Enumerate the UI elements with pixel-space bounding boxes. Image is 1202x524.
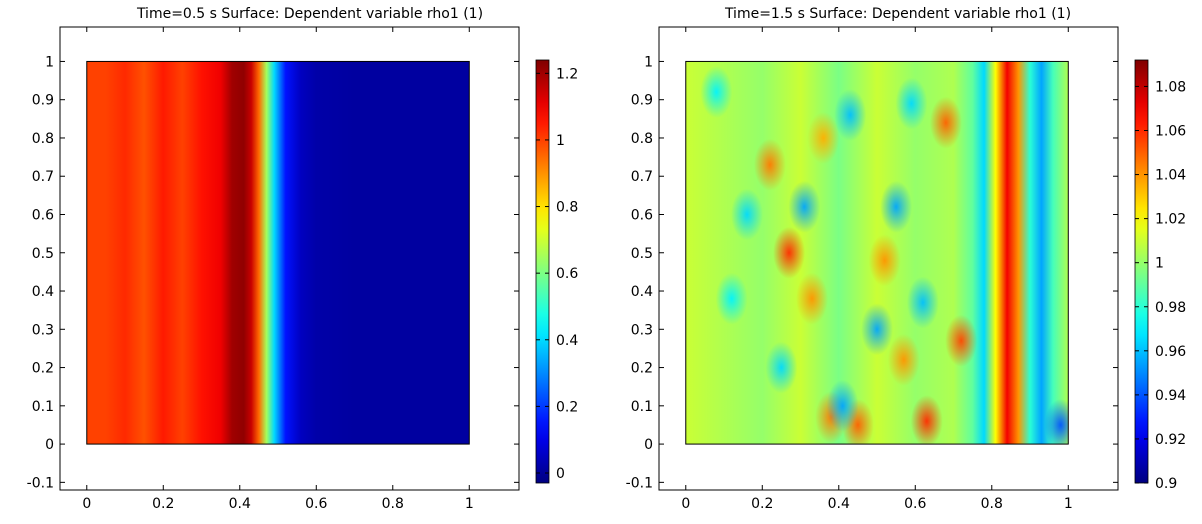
y-tick-label: 0.4 xyxy=(631,284,653,300)
surface-spot xyxy=(906,276,939,329)
colorbar-tick-label: 1.2 xyxy=(556,66,578,82)
colorbar-tick-label: 0.94 xyxy=(1155,388,1186,404)
x-tick-label: 0.6 xyxy=(904,496,926,512)
surface-spot xyxy=(773,226,806,279)
x-tick-label: 1 xyxy=(1064,496,1073,512)
surface-spot xyxy=(730,188,763,241)
surface-spot xyxy=(765,341,798,394)
x-tick-label: 0.8 xyxy=(382,496,404,512)
surface-spot xyxy=(887,333,920,386)
surface-spot xyxy=(807,111,840,164)
y-tick-label: 0 xyxy=(644,437,653,453)
colorbar-tick-label: 0.2 xyxy=(556,399,578,415)
surface-spot xyxy=(700,66,733,119)
colorbar-tick-label: 0 xyxy=(556,466,565,482)
surface-spot xyxy=(910,395,943,445)
surface-spot xyxy=(826,379,859,432)
colorbar-tick-label: 0.4 xyxy=(556,333,578,349)
x-tick-label: 0.2 xyxy=(751,496,773,512)
y-tick-label: 0.2 xyxy=(631,361,653,377)
y-tick-label: 0.9 xyxy=(631,93,653,109)
surface-spot xyxy=(861,303,894,356)
colorbar-tick-label: 1.08 xyxy=(1155,79,1186,95)
surface-spot xyxy=(834,89,867,142)
surface-base xyxy=(86,61,470,445)
surface-spot xyxy=(929,96,962,149)
y-tick-label: 0.3 xyxy=(631,322,653,338)
y-tick-label: 0.9 xyxy=(32,93,54,109)
y-tick-label: -0.1 xyxy=(27,475,54,491)
domain-border xyxy=(685,60,1069,445)
x-tick-label: 0 xyxy=(82,496,91,512)
y-tick-label: 0.1 xyxy=(32,399,54,415)
surface-spot xyxy=(868,234,901,287)
x-tick-label: 0.4 xyxy=(828,496,850,512)
surface-field xyxy=(86,61,470,445)
x-tick-label: 0.2 xyxy=(152,496,174,512)
x-tick-label: 0.8 xyxy=(981,496,1003,512)
y-tick-label: 0.6 xyxy=(631,207,653,223)
colorbar-tick-label: 0.6 xyxy=(556,266,578,282)
colorbar-tick-label: 0.92 xyxy=(1155,432,1186,448)
colorbar-tick-label: 1 xyxy=(556,133,565,149)
x-tick-label: 0 xyxy=(681,496,690,512)
y-tick-label: 0.6 xyxy=(32,207,54,223)
y-tick-label: 0 xyxy=(45,437,54,453)
y-tick-label: 0.4 xyxy=(32,284,54,300)
x-tick-label: 0.6 xyxy=(305,496,327,512)
y-tick-label: 0.7 xyxy=(32,169,54,185)
surface-spot xyxy=(796,272,828,325)
colorbar-tick-label: 1.06 xyxy=(1155,124,1186,140)
y-tick-label: 0.8 xyxy=(32,131,54,147)
surface-spot xyxy=(880,180,913,233)
plot-title: Time=0.5 s Surface: Dependent variable r… xyxy=(136,6,483,22)
y-tick-label: 0.1 xyxy=(631,399,653,415)
x-tick-label: 1 xyxy=(465,496,474,512)
colorbar xyxy=(535,59,550,484)
surface-spot xyxy=(753,138,786,191)
colorbar-tick-label: 0.96 xyxy=(1155,344,1186,360)
y-tick-label: 1 xyxy=(45,54,54,70)
domain-border xyxy=(86,60,470,445)
y-tick-label: 0.3 xyxy=(32,322,54,338)
y-tick-label: 0.5 xyxy=(631,246,653,262)
y-tick-label: 0.8 xyxy=(631,131,653,147)
colorbar-tick-label: 0.98 xyxy=(1155,300,1186,316)
y-tick-label: 0.2 xyxy=(32,361,54,377)
surface-spot xyxy=(715,272,748,325)
plot-panel-left: Time=0.5 s Surface: Dependent variable r… xyxy=(27,6,579,512)
colorbar xyxy=(1134,59,1149,484)
y-tick-label: 1 xyxy=(644,54,653,70)
colorbar-tick-label: 1.04 xyxy=(1155,168,1186,184)
surface-spot xyxy=(1044,398,1069,445)
surface-spot xyxy=(945,314,978,367)
y-tick-label: -0.1 xyxy=(626,475,653,491)
plot-title: Time=1.5 s Surface: Dependent variable r… xyxy=(724,6,1071,22)
surface-field xyxy=(685,61,1069,445)
colorbar-tick-label: 0.8 xyxy=(556,200,578,216)
y-tick-label: 0.7 xyxy=(631,169,653,185)
colorbar-tick-label: 1 xyxy=(1155,256,1164,272)
plot-panel-right: Time=1.5 s Surface: Dependent variable r… xyxy=(626,6,1187,512)
y-tick-label: 0.5 xyxy=(32,246,54,262)
x-tick-label: 0.4 xyxy=(229,496,251,512)
colorbar-tick-label: 1.02 xyxy=(1155,212,1186,228)
surface-spot xyxy=(895,77,928,130)
surface-spot xyxy=(788,180,821,233)
colorbar-tick-label: 0.9 xyxy=(1155,476,1177,492)
